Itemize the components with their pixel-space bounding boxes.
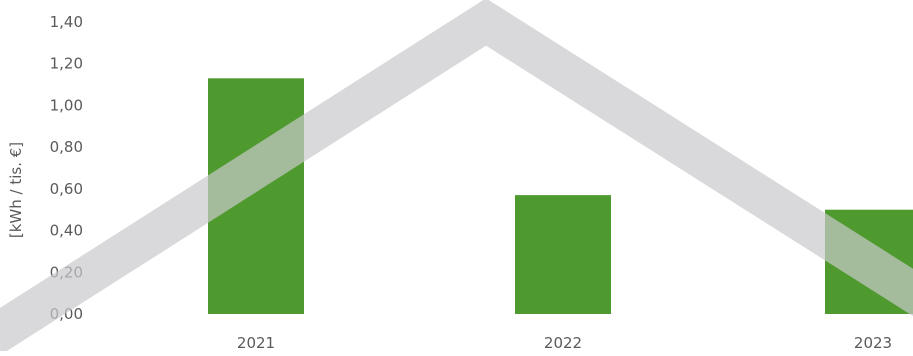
y-tick-label: 0,60 — [50, 180, 83, 198]
y-tick-label: 1,20 — [50, 55, 83, 73]
x-tick-labels: 2021 2022 2023 — [237, 334, 892, 352]
y-axis-label: [kWh / tis. €] — [7, 142, 25, 238]
bar-2022 — [515, 195, 611, 314]
y-tick-label: 0,40 — [50, 222, 83, 240]
x-tick-label: 2022 — [544, 334, 582, 351]
x-tick-label: 2023 — [854, 334, 892, 351]
x-tick-label: 2021 — [237, 334, 275, 351]
y-tick-label: 0,80 — [50, 138, 83, 156]
y-tick-labels: 0,000,200,400,600,801,001,201,40 — [50, 13, 83, 323]
y-tick-label: 1,40 — [50, 13, 83, 31]
y-tick-label: 1,00 — [50, 96, 83, 114]
